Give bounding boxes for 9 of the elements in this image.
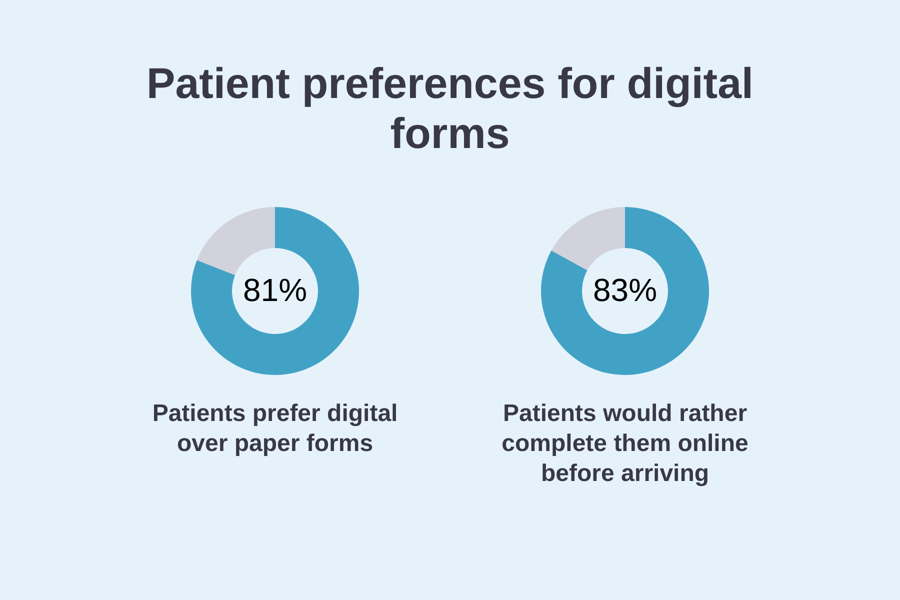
text: Patients would rather complete them online before arriving — [502, 400, 748, 487]
donut-slice — [191, 207, 359, 375]
text: Patients prefer digital over paper forms — [152, 400, 398, 457]
donut-slice — [551, 207, 625, 270]
data-label: 83% — [592, 272, 658, 308]
data-label: 81% — [242, 272, 308, 308]
text: Patient preferences for digital forms — [146, 60, 754, 158]
donut-slice — [196, 207, 275, 276]
donut-slice — [541, 207, 709, 375]
